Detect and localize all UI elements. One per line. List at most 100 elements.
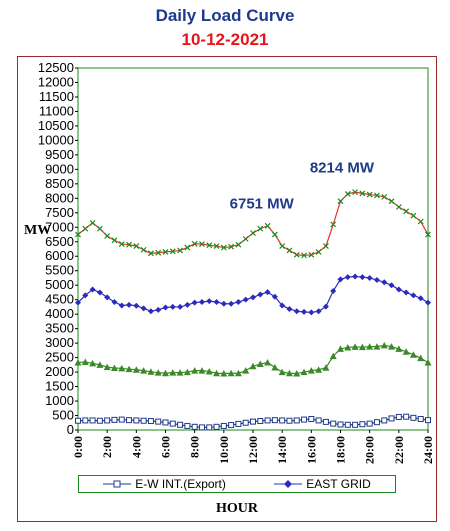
- data-point: [176, 369, 184, 376]
- data-point: [169, 303, 176, 310]
- data-point: [227, 369, 235, 377]
- x-tick-label: 8:00: [188, 436, 202, 458]
- data-point: [140, 417, 147, 424]
- data-point: [220, 300, 227, 307]
- data-point: [366, 274, 373, 281]
- series-1: [75, 273, 431, 316]
- data-point: [344, 274, 351, 281]
- data-point: [228, 422, 235, 429]
- data-point: [96, 225, 103, 232]
- data-point: [111, 298, 118, 305]
- data-point: [104, 233, 111, 239]
- data-point: [337, 345, 344, 352]
- data-point: [125, 365, 133, 373]
- data-point: [271, 417, 278, 424]
- y-tick-label: 12000: [38, 74, 74, 89]
- data-point: [147, 368, 155, 375]
- data-point: [373, 276, 380, 283]
- data-point: [242, 419, 249, 426]
- data-point: [177, 247, 184, 254]
- y-tick-label: 4500: [45, 292, 74, 307]
- data-point: [380, 341, 388, 349]
- data-point: [213, 298, 220, 305]
- data-point: [213, 423, 220, 430]
- y-tick-label: 5500: [45, 263, 74, 278]
- data-point: [162, 248, 169, 255]
- legend-item-ew-int: E-W INT.(Export): [103, 477, 226, 491]
- data-point: [89, 359, 97, 367]
- data-point: [330, 420, 337, 427]
- data-point: [279, 302, 286, 309]
- data-point: [111, 237, 118, 244]
- data-point: [81, 358, 89, 365]
- chart-subtitle: 10-12-2021: [181, 30, 269, 49]
- data-point: [337, 276, 344, 283]
- data-point: [366, 191, 373, 198]
- data-point: [74, 359, 82, 366]
- y-tick-label: 11500: [39, 89, 74, 104]
- data-point: [191, 299, 198, 306]
- data-point: [126, 241, 132, 248]
- data-point: [162, 419, 169, 426]
- y-tick-label: 1000: [45, 393, 74, 408]
- data-point: [308, 251, 315, 258]
- x-tick-label: 2:00: [100, 436, 114, 458]
- data-point: [417, 415, 424, 422]
- data-point: [279, 417, 286, 424]
- data-point: [118, 302, 125, 309]
- data-point: [264, 417, 271, 424]
- data-point: [366, 420, 373, 427]
- data-point: [381, 279, 388, 286]
- data-point: [235, 298, 242, 305]
- data-point: [352, 273, 359, 280]
- data-point: [403, 413, 410, 420]
- data-point: [89, 417, 96, 424]
- legend-diamond-marker-icon: [274, 480, 303, 488]
- data-point: [425, 417, 431, 424]
- data-point: [388, 415, 395, 422]
- data-point: [183, 368, 191, 376]
- data-point: [293, 251, 300, 258]
- data-point: [234, 369, 242, 377]
- data-point: [220, 244, 227, 251]
- data-point: [359, 421, 366, 428]
- data-point: [250, 294, 256, 301]
- data-point: [155, 418, 162, 425]
- series-3: [75, 413, 431, 431]
- data-point: [359, 274, 366, 281]
- data-point: [286, 305, 293, 312]
- data-point: [417, 218, 424, 225]
- y-tick-label: 7500: [45, 205, 74, 220]
- data-point: [344, 421, 351, 428]
- data-point: [162, 369, 169, 377]
- data-point: [322, 243, 329, 250]
- x-axis-label: HOUR: [216, 501, 259, 516]
- data-point: [235, 420, 242, 427]
- data-point: [402, 348, 410, 355]
- data-point: [177, 303, 184, 310]
- data-point: [126, 301, 133, 308]
- data-point: [315, 417, 322, 424]
- data-point: [381, 193, 388, 200]
- x-tick-label: 12:00: [246, 436, 260, 464]
- data-point: [358, 343, 366, 351]
- data-point: [82, 417, 89, 424]
- chart-title: Daily Load Curve: [155, 6, 295, 25]
- y-tick-label: 1500: [45, 379, 74, 394]
- data-point: [213, 369, 221, 377]
- data-point: [395, 286, 402, 293]
- data-point: [286, 247, 293, 254]
- data-point: [293, 308, 300, 315]
- y-tick-label: 8000: [45, 190, 74, 205]
- data-point: [417, 354, 425, 362]
- y-tick-label: 4000: [45, 306, 74, 321]
- data-point: [220, 370, 228, 377]
- data-point: [191, 423, 198, 430]
- data-point: [169, 369, 177, 376]
- x-tick-label: 16:00: [304, 436, 318, 464]
- data-point: [235, 241, 242, 248]
- data-point: [301, 416, 308, 423]
- x-tick-label: 14:00: [275, 436, 289, 464]
- x-tick-label: 0:00: [71, 436, 85, 458]
